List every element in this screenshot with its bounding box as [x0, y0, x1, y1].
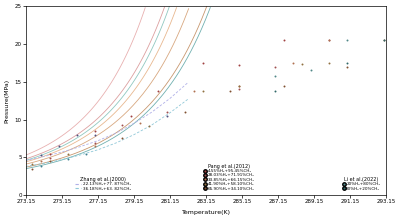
Point: [146, 124, 152, 127]
Point: [119, 137, 126, 140]
Point: [164, 110, 170, 114]
Point: [38, 153, 44, 157]
Point: [227, 89, 234, 93]
Point: [29, 162, 35, 166]
Point: [281, 38, 288, 42]
Point: [38, 165, 44, 168]
Point: [272, 89, 279, 93]
Point: [290, 61, 297, 65]
Point: [200, 89, 206, 93]
Point: [236, 63, 242, 67]
Point: [344, 61, 351, 65]
Point: [182, 110, 188, 114]
Point: [128, 114, 134, 118]
Point: [326, 38, 333, 42]
Point: [92, 129, 98, 133]
Point: [326, 61, 333, 65]
Point: [137, 122, 144, 125]
Point: [281, 84, 288, 87]
Point: [380, 38, 387, 42]
Point: [164, 114, 170, 118]
Point: [236, 84, 242, 87]
Point: [29, 167, 35, 170]
Point: [380, 38, 387, 42]
Point: [74, 134, 80, 137]
Point: [236, 88, 242, 91]
Point: [65, 152, 72, 155]
Point: [92, 133, 98, 136]
Point: [56, 144, 62, 148]
Point: [308, 69, 315, 72]
Point: [344, 65, 351, 68]
Point: [326, 38, 333, 42]
Point: [299, 63, 306, 66]
Point: [47, 152, 54, 155]
Legend: 20%H₂+80%CH₄, 80%H₂+20%CH₄: 20%H₂+80%CH₄, 80%H₂+20%CH₄: [342, 177, 380, 191]
Point: [191, 89, 198, 93]
Point: [83, 152, 90, 155]
Point: [272, 75, 279, 78]
X-axis label: Temperature(K): Temperature(K): [182, 210, 230, 215]
Point: [92, 144, 98, 148]
Y-axis label: Pressure(MPa): Pressure(MPa): [4, 79, 9, 123]
Point: [344, 38, 351, 42]
Point: [200, 61, 206, 65]
Point: [272, 65, 279, 68]
Point: [155, 89, 162, 93]
Point: [47, 156, 54, 160]
Point: [236, 84, 242, 87]
Point: [92, 141, 98, 145]
Point: [38, 159, 44, 163]
Point: [65, 157, 72, 161]
Point: [119, 123, 126, 127]
Point: [47, 159, 54, 163]
